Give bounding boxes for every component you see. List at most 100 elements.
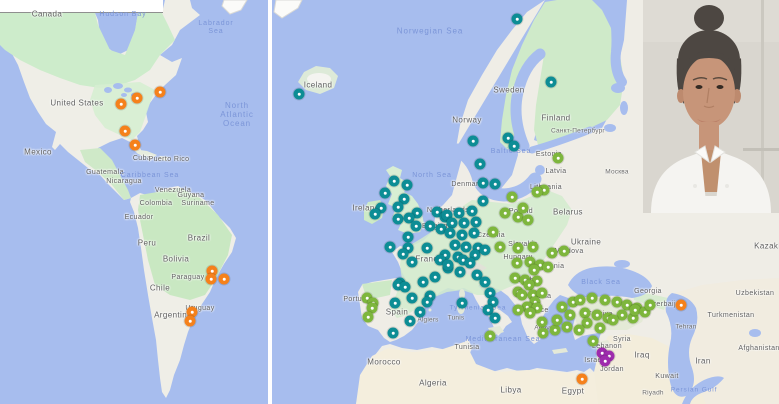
map-marker-green[interactable] <box>512 304 524 316</box>
map-marker-green[interactable] <box>629 304 641 316</box>
map-marker-teal[interactable] <box>470 216 482 228</box>
map-marker-green[interactable] <box>538 184 550 196</box>
map-marker-teal[interactable] <box>421 296 433 308</box>
map-marker-teal[interactable] <box>406 256 418 268</box>
map-marker-green[interactable] <box>549 324 561 336</box>
map-marker-teal[interactable] <box>511 13 523 25</box>
map-marker-teal[interactable] <box>449 239 461 251</box>
map-marker-teal[interactable] <box>502 132 514 144</box>
map-marker-teal[interactable] <box>444 227 456 239</box>
map-marker-teal[interactable] <box>458 217 470 229</box>
map-marker-teal[interactable] <box>388 175 400 187</box>
map-marker-teal[interactable] <box>489 178 501 190</box>
map-marker-teal[interactable] <box>457 254 469 266</box>
map-marker-orange[interactable] <box>205 273 217 285</box>
map-marker-green[interactable] <box>531 275 543 287</box>
map-marker-orange[interactable] <box>129 139 141 151</box>
map-marker-green[interactable] <box>523 279 535 291</box>
map-marker-green[interactable] <box>366 302 378 314</box>
map-marker-green[interactable] <box>644 299 656 311</box>
map-marker-teal[interactable] <box>429 271 441 283</box>
map-marker-teal[interactable] <box>477 177 489 189</box>
map-marker-green[interactable] <box>536 287 548 299</box>
map-marker-green[interactable] <box>536 316 548 328</box>
map-marker-green[interactable] <box>499 207 511 219</box>
map-marker-teal[interactable] <box>402 242 414 254</box>
map-marker-teal[interactable] <box>439 249 451 261</box>
map-marker-green[interactable] <box>581 317 593 329</box>
map-marker-teal[interactable] <box>460 241 472 253</box>
map-marker-teal[interactable] <box>401 179 413 191</box>
map-marker-teal[interactable] <box>399 281 411 293</box>
map-marker-green[interactable] <box>516 289 528 301</box>
map-marker-green[interactable] <box>524 307 536 319</box>
map-marker-green[interactable] <box>567 296 579 308</box>
map-marker-green[interactable] <box>556 301 568 313</box>
map-marker-green[interactable] <box>586 292 598 304</box>
map-marker-green[interactable] <box>494 241 506 253</box>
map-marker-green[interactable] <box>512 242 524 254</box>
map-marker-orange[interactable] <box>206 265 218 277</box>
map-marker-teal[interactable] <box>477 195 489 207</box>
map-marker-teal[interactable] <box>411 207 423 219</box>
map-marker-green[interactable] <box>524 256 536 268</box>
map-marker-teal[interactable] <box>375 202 387 214</box>
map-marker-teal[interactable] <box>392 213 404 225</box>
map-marker-green[interactable] <box>551 314 563 326</box>
map-marker-teal[interactable] <box>487 296 499 308</box>
map-marker-teal[interactable] <box>454 266 466 278</box>
map-marker-orange[interactable] <box>131 92 143 104</box>
map-marker-orange[interactable] <box>218 273 230 285</box>
map-marker-teal[interactable] <box>442 259 454 271</box>
map-marker-teal[interactable] <box>397 248 409 260</box>
map-marker-teal[interactable] <box>406 292 418 304</box>
map-marker-orange[interactable] <box>154 86 166 98</box>
map-marker-teal[interactable] <box>489 312 501 324</box>
map-marker-teal[interactable] <box>467 135 479 147</box>
map-marker-green[interactable] <box>527 289 539 301</box>
map-marker-green[interactable] <box>599 294 611 306</box>
map-marker-green[interactable] <box>531 302 543 314</box>
map-marker-teal[interactable] <box>402 231 414 243</box>
map-marker-teal[interactable] <box>431 206 443 218</box>
map-marker-green[interactable] <box>487 226 499 238</box>
map-marker-teal[interactable] <box>446 217 458 229</box>
map-marker-green[interactable] <box>616 309 628 321</box>
map-marker-purple[interactable] <box>596 347 608 359</box>
map-marker-teal[interactable] <box>404 315 416 327</box>
map-marker-green[interactable] <box>552 152 564 164</box>
map-marker-teal[interactable] <box>387 327 399 339</box>
map-marker-orange[interactable] <box>576 373 588 385</box>
map-marker-green[interactable] <box>564 309 576 321</box>
map-marker-green[interactable] <box>362 311 374 323</box>
map-marker-orange[interactable] <box>184 315 196 327</box>
map-marker-teal[interactable] <box>293 88 305 100</box>
map-marker-green[interactable] <box>509 272 521 284</box>
map-marker-teal[interactable] <box>379 187 391 199</box>
map-marker-green[interactable] <box>607 314 619 326</box>
map-marker-teal[interactable] <box>479 276 491 288</box>
map-marker-teal[interactable] <box>414 306 426 318</box>
map-marker-green[interactable] <box>627 312 639 324</box>
map-marker-green[interactable] <box>528 264 540 276</box>
map-marker-green[interactable] <box>591 309 603 321</box>
map-marker-orange[interactable] <box>115 98 127 110</box>
map-marker-teal[interactable] <box>469 249 481 261</box>
map-marker-purple[interactable] <box>599 355 611 367</box>
map-marker-teal[interactable] <box>392 279 404 291</box>
map-marker-teal[interactable] <box>434 254 446 266</box>
map-marker-green[interactable] <box>611 296 623 308</box>
map-marker-green[interactable] <box>534 259 546 271</box>
map-marker-teal[interactable] <box>464 257 476 269</box>
map-marker-green[interactable] <box>573 324 585 336</box>
map-marker-green[interactable] <box>561 321 573 333</box>
map-marker-teal[interactable] <box>545 76 557 88</box>
map-marker-green[interactable] <box>531 186 543 198</box>
map-marker-teal[interactable] <box>482 304 494 316</box>
map-marker-teal[interactable] <box>441 209 453 221</box>
map-marker-green[interactable] <box>579 307 591 319</box>
map-marker-teal[interactable] <box>392 201 404 213</box>
map-marker-teal[interactable] <box>421 242 433 254</box>
map-marker-teal[interactable] <box>410 220 422 232</box>
map-marker-green[interactable] <box>361 292 373 304</box>
